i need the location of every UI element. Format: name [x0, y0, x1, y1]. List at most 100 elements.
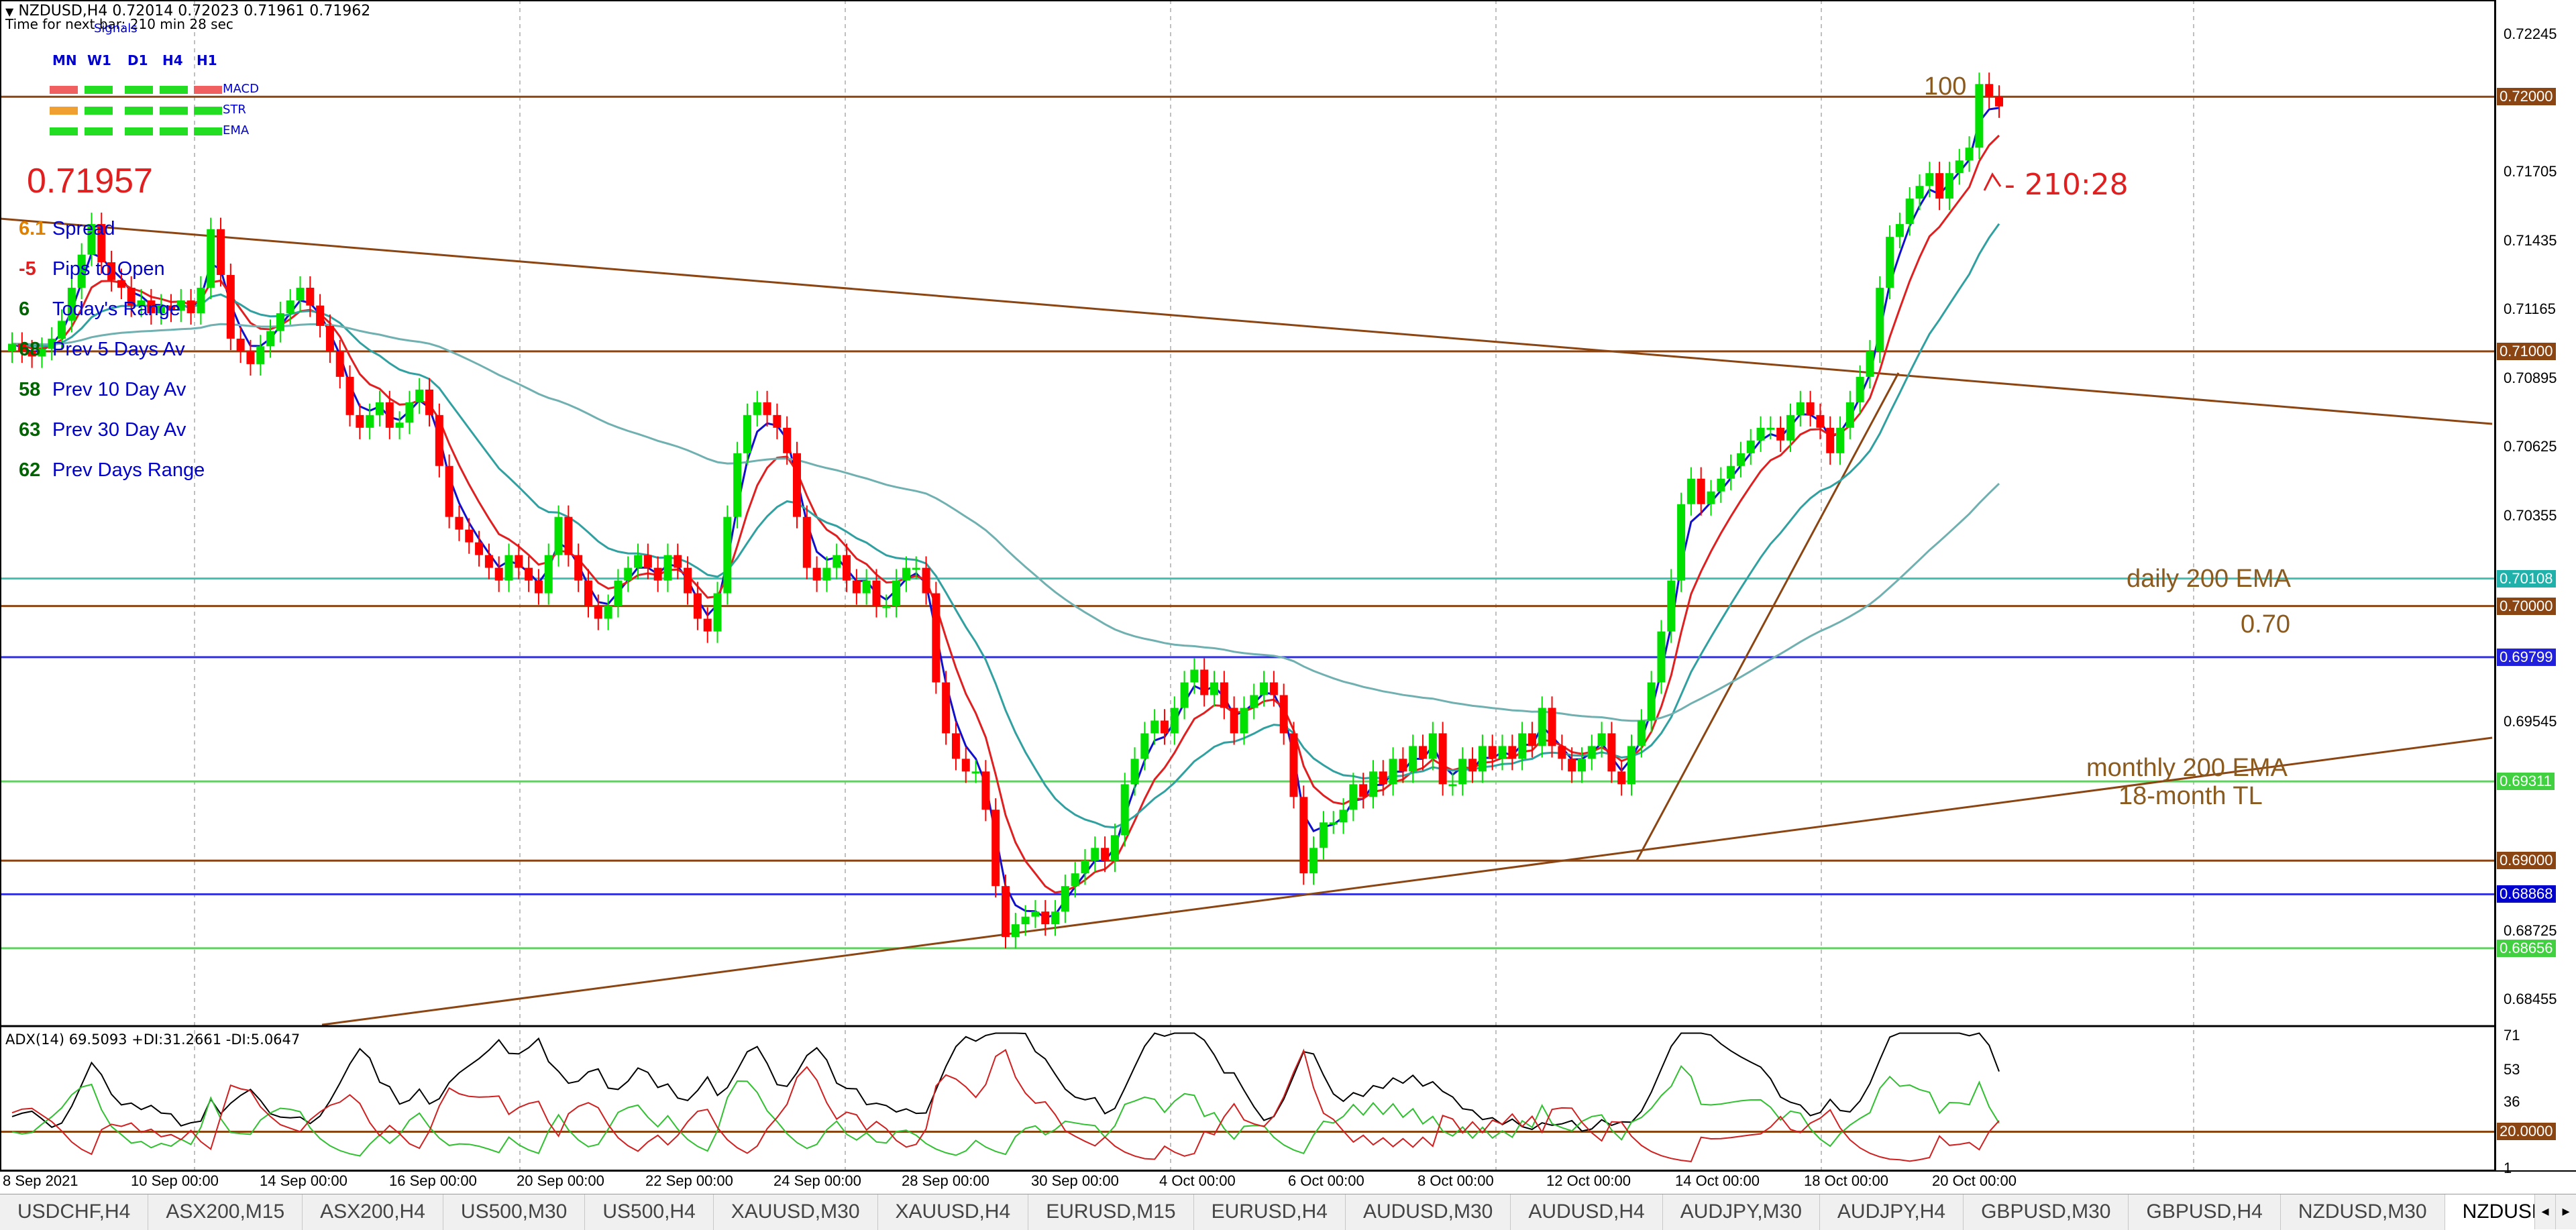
symbol-tab[interactable]: XAUUSD,H4 — [878, 1194, 1029, 1230]
candle — [554, 505, 563, 567]
candle — [1170, 696, 1179, 745]
price-tick-label: 0.72245 — [2504, 25, 2557, 43]
candle — [1647, 671, 1656, 732]
price-chart[interactable] — [0, 0, 2576, 1194]
signal-indicator — [194, 86, 222, 94]
price-tick-label: 0.71165 — [2504, 300, 2556, 318]
symbol-tab[interactable]: AUDJPY,H4 — [1820, 1194, 1964, 1230]
stat-label: Prev 5 Days Av — [52, 339, 185, 360]
candle — [723, 505, 732, 605]
candle — [8, 332, 16, 364]
candle — [1527, 722, 1536, 758]
symbol-tab[interactable]: GBPUSD,M30 — [1964, 1194, 2129, 1230]
candle — [693, 581, 702, 630]
candle — [28, 339, 36, 368]
candle — [1200, 658, 1209, 707]
time-tick-label: 4 Oct 00:00 — [1159, 1172, 1236, 1189]
candle — [1101, 836, 1110, 873]
symbol-tab[interactable]: EURUSD,H4 — [1194, 1194, 1346, 1230]
candle — [1568, 747, 1576, 783]
candle — [843, 543, 851, 592]
symbol-tab[interactable]: ASX200,M15 — [148, 1194, 303, 1230]
candle — [1697, 467, 1705, 516]
price-level-tag: 0.71000 — [2497, 342, 2556, 360]
symbol-tab[interactable]: AUDUSD,H4 — [1511, 1194, 1663, 1230]
candle — [405, 390, 414, 435]
price-level-tag: 0.69311 — [2497, 773, 2555, 791]
symbol-tab[interactable]: AUDJPY,M30 — [1663, 1194, 1820, 1230]
symbol-tab[interactable]: ASX200,H4 — [303, 1194, 443, 1230]
signal-row-label: STR — [223, 103, 246, 117]
price-tick-label: 0.68725 — [2504, 921, 2557, 939]
candle — [127, 276, 136, 317]
adx-tick-label: 1 — [2504, 1160, 2512, 1177]
price-level-tag: 0.68868 — [2497, 885, 2556, 903]
candle — [1349, 773, 1358, 822]
candle — [802, 505, 811, 579]
candle — [1826, 416, 1835, 465]
symbol-tab[interactable]: AUDUSD,M30 — [1346, 1194, 1511, 1230]
candle — [1587, 734, 1596, 771]
candle — [455, 505, 464, 541]
price-tick-label: 0.68455 — [2504, 991, 2557, 1008]
symbol-tab[interactable]: EURUSD,M15 — [1028, 1194, 1194, 1230]
candle — [892, 569, 901, 618]
candle — [1091, 836, 1099, 873]
adx-line — [11, 1032, 2000, 1132]
time-tick-label: 8 Sep 2021 — [3, 1172, 78, 1189]
candle — [217, 217, 225, 287]
candle — [1746, 429, 1755, 465]
candle — [525, 556, 533, 592]
candle — [822, 556, 831, 592]
candle — [981, 760, 990, 822]
candle — [1786, 403, 1794, 452]
candle — [117, 268, 125, 300]
candle — [266, 319, 275, 358]
candle — [1071, 862, 1079, 898]
symbol-tab[interactable]: US500,H4 — [585, 1194, 714, 1230]
stat-row: 6.1 Spread — [19, 218, 115, 240]
candle — [1250, 683, 1258, 720]
time-tick-label: 10 Sep 00:00 — [131, 1172, 219, 1189]
candle — [1368, 760, 1377, 809]
rising-trendline — [1635, 372, 1900, 861]
collapse-triangle-icon[interactable]: ▼ — [5, 5, 14, 18]
candle — [1329, 811, 1338, 834]
candle — [1955, 149, 1964, 185]
symbol-tab[interactable]: GBPUSD,H4 — [2129, 1194, 2281, 1230]
stat-value: 6 — [19, 298, 30, 320]
candle — [1508, 734, 1517, 771]
candle — [1339, 798, 1348, 834]
candle — [1448, 773, 1457, 796]
signals-title: Signals — [94, 21, 138, 36]
signal-indicator — [194, 127, 222, 135]
symbol-tab[interactable]: US500,M30 — [443, 1194, 586, 1230]
candle — [107, 250, 116, 292]
candle — [1756, 416, 1765, 452]
candle — [366, 403, 374, 439]
candle — [1468, 747, 1477, 783]
tab-scroll-left-icon[interactable]: ◂ — [2534, 1194, 2555, 1229]
symbol-tab[interactable]: USDCHF,H4 — [0, 1194, 149, 1230]
symbol-tab[interactable]: NZDUSD,M30 — [2281, 1194, 2445, 1230]
candle — [991, 798, 1000, 898]
candle — [961, 747, 970, 783]
candle — [922, 556, 930, 605]
candle — [812, 556, 821, 592]
tab-scroll-right-icon[interactable]: ▸ — [2555, 1194, 2576, 1229]
time-tick-label: 20 Sep 00:00 — [517, 1172, 604, 1189]
candle — [1289, 722, 1298, 809]
candle — [971, 760, 980, 783]
signal-timeframe-h4: H4 — [162, 52, 183, 68]
candle — [1985, 72, 1994, 109]
candle — [1617, 760, 1626, 796]
signal-row-label: MACD — [223, 82, 259, 96]
candle — [574, 543, 583, 592]
candle — [1051, 900, 1060, 936]
candle — [594, 594, 602, 630]
price-tick-label: 0.70625 — [2504, 438, 2557, 455]
signal-indicator — [125, 127, 153, 135]
candle — [67, 276, 76, 333]
candle — [1597, 722, 1606, 758]
symbol-tab[interactable]: XAUUSD,M30 — [714, 1194, 878, 1230]
